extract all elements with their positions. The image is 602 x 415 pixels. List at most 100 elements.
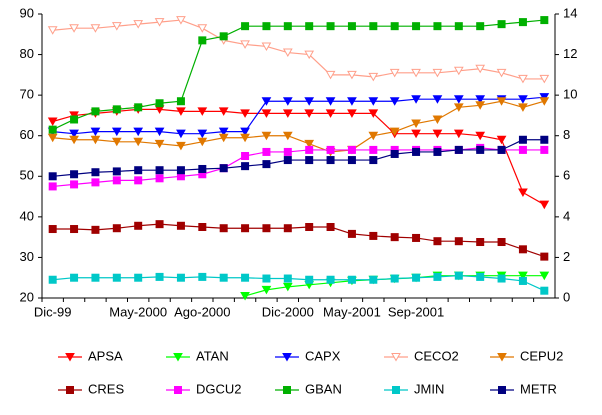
y2-tick-label: 6: [563, 168, 570, 183]
data-point: [369, 156, 378, 165]
data-point: [305, 275, 314, 284]
data-point: [432, 95, 443, 104]
data-point: [48, 225, 57, 234]
legend-marker: [66, 386, 74, 394]
data-point: [347, 145, 356, 154]
data-point: [133, 20, 144, 29]
data-point: [411, 68, 421, 78]
data-point: [197, 107, 208, 116]
data-point: [176, 273, 185, 282]
data-point: [218, 107, 229, 116]
data-point: [476, 272, 485, 281]
data-point: [496, 68, 507, 78]
data-point: [369, 145, 378, 154]
data-point: [369, 231, 378, 240]
legend-marker: [282, 353, 292, 362]
data-point: [90, 135, 101, 145]
data-point: [389, 68, 400, 78]
data-point: [518, 18, 527, 27]
data-point: [134, 103, 143, 112]
data-point: [262, 160, 271, 169]
x-tick-label: May-2001: [323, 304, 381, 319]
series-line: [52, 96, 545, 135]
data-point: [91, 225, 100, 234]
series-line: [52, 139, 545, 177]
y-tick-label: 70: [20, 87, 34, 102]
data-point: [261, 285, 272, 295]
legend-marker: [497, 353, 507, 362]
data-point: [368, 72, 379, 82]
data-point: [69, 24, 79, 33]
series-line: [52, 100, 545, 153]
data-point: [47, 117, 58, 127]
data-point: [90, 24, 101, 33]
data-point: [198, 272, 207, 281]
data-point: [176, 221, 185, 230]
legend-marker: [174, 386, 182, 394]
data-point: [476, 22, 485, 31]
data-point: [325, 97, 336, 106]
y2-tick-label: 0: [563, 289, 570, 304]
y2-tick-label: 12: [563, 46, 577, 61]
data-point: [198, 223, 207, 231]
data-point: [197, 24, 208, 33]
data-point: [70, 180, 79, 189]
data-point: [518, 245, 527, 254]
legend-label: CEPU2: [520, 348, 563, 363]
data-point: [326, 145, 335, 154]
data-point: [496, 97, 507, 106]
data-point: [518, 271, 528, 281]
data-point: [133, 137, 144, 147]
data-point: [539, 93, 550, 102]
legend-label: JMIN: [414, 381, 444, 396]
data-point: [475, 95, 486, 104]
data-point: [539, 74, 550, 84]
data-point: [326, 156, 335, 165]
data-point: [47, 26, 58, 35]
data-point: [518, 95, 528, 104]
data-point: [389, 127, 400, 137]
data-point: [412, 273, 421, 282]
data-point: [432, 115, 443, 124]
data-point: [412, 147, 421, 156]
data-point: [433, 237, 442, 246]
series-line: [52, 147, 545, 188]
data-point: [112, 224, 121, 233]
legend-marker: [65, 353, 75, 362]
data-point: [433, 22, 442, 31]
series-line: [52, 275, 545, 292]
data-point: [283, 274, 292, 283]
data-point: [283, 147, 292, 156]
data-point: [347, 22, 356, 31]
data-point: [48, 182, 57, 191]
data-point: [154, 18, 165, 27]
data-point: [111, 22, 122, 31]
data-point: [155, 220, 164, 229]
data-point: [453, 103, 464, 112]
data-point: [540, 145, 549, 154]
data-point: [390, 233, 399, 242]
data-point: [155, 174, 164, 183]
data-point: [48, 125, 57, 134]
data-point: [282, 131, 293, 141]
data-point: [112, 176, 121, 185]
x-tick-label: Dic-99: [34, 304, 72, 319]
data-point: [475, 101, 486, 110]
data-point: [539, 271, 550, 281]
data-point: [412, 233, 421, 242]
data-point: [305, 156, 314, 165]
data-point: [304, 139, 315, 149]
data-point: [91, 168, 100, 177]
data-point: [304, 50, 315, 60]
data-point: [496, 135, 507, 145]
data-point: [453, 129, 464, 139]
data-point: [454, 22, 463, 31]
data-point: [111, 127, 122, 137]
y-tick-label: 40: [20, 208, 34, 223]
data-point: [176, 16, 186, 25]
data-point: [70, 273, 79, 282]
data-point: [155, 166, 164, 175]
legend-label: CECO2: [414, 348, 459, 363]
legend-label: ATAN: [196, 348, 229, 363]
data-point: [454, 145, 463, 154]
